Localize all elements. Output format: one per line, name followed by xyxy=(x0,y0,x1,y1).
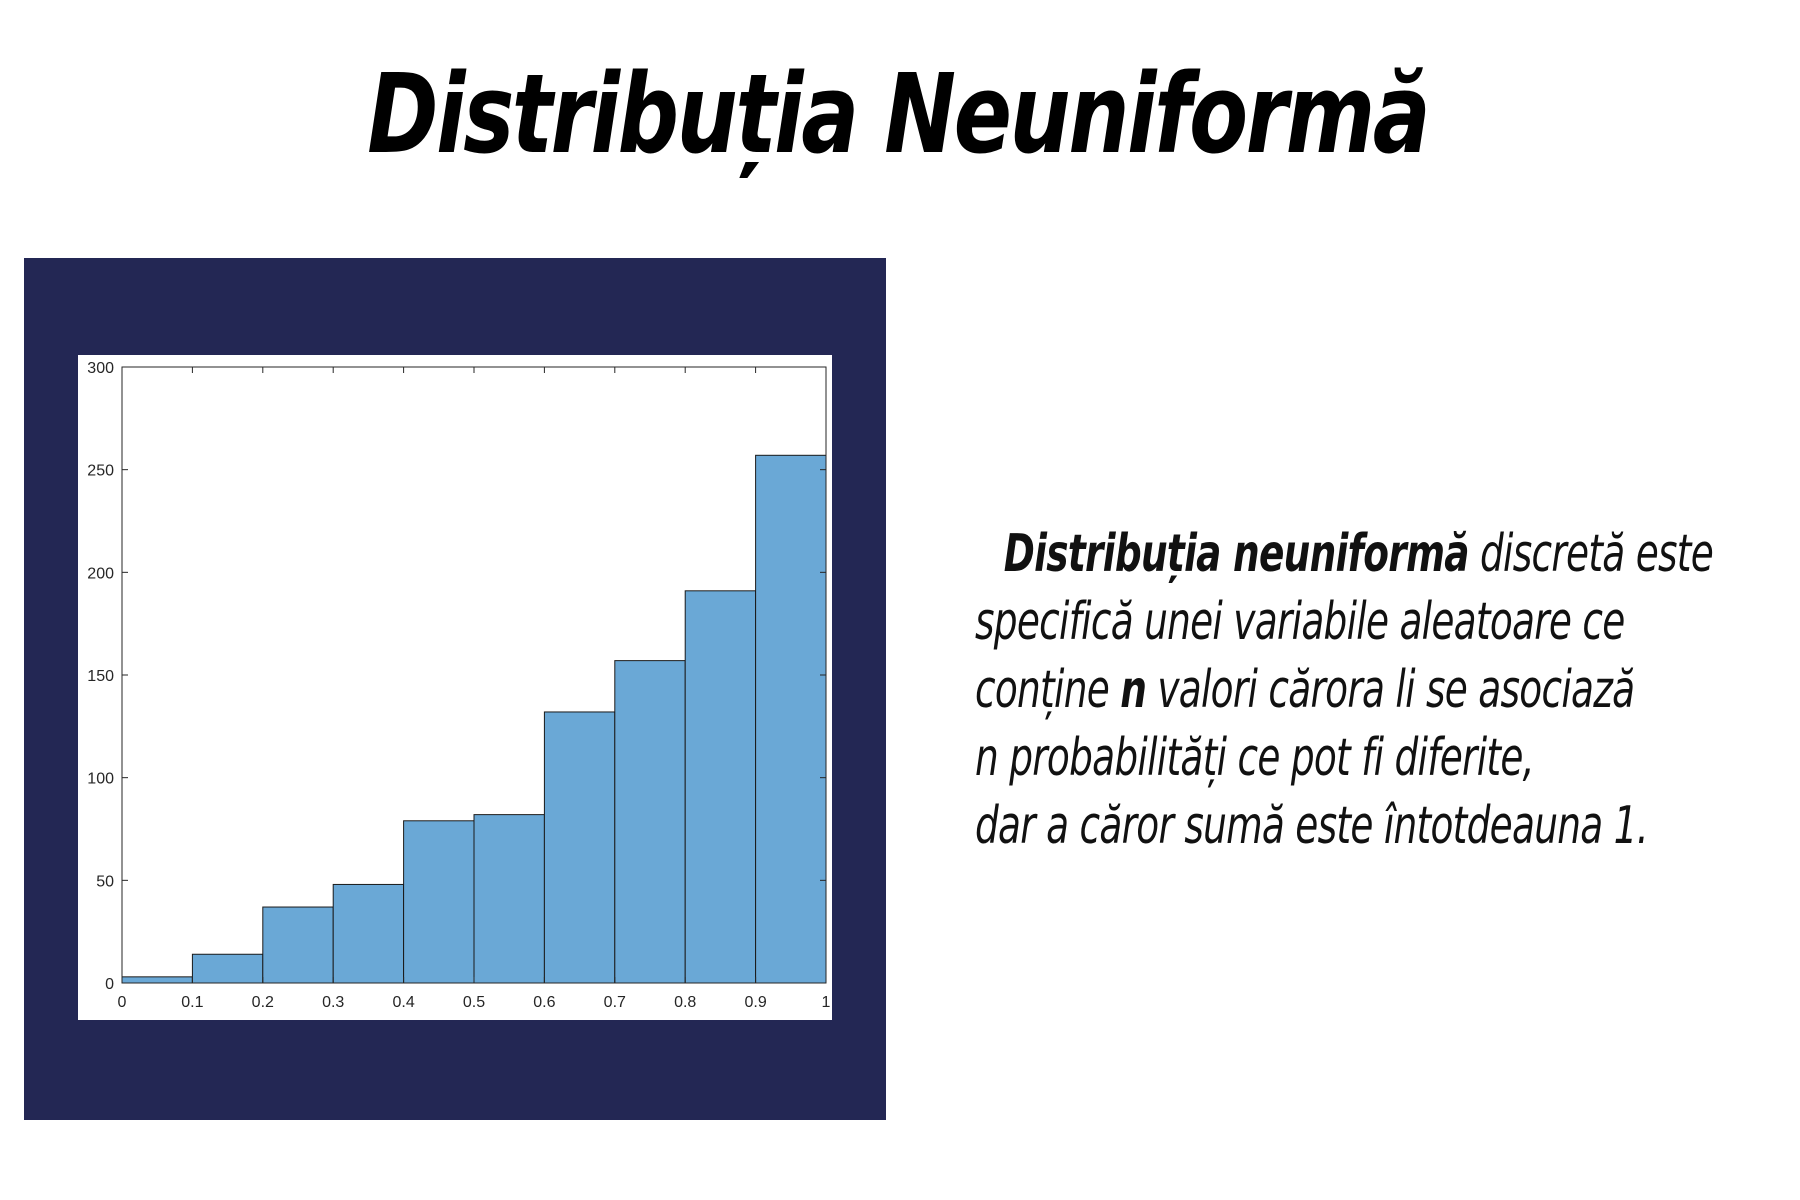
y-tick-label: 150 xyxy=(87,668,114,685)
histogram-bar xyxy=(684,590,757,984)
x-tick-label: 0.5 xyxy=(463,994,485,1011)
histogram-bar xyxy=(473,814,545,984)
x-tick-label: 0.6 xyxy=(533,994,555,1011)
histogram-bar xyxy=(121,976,193,984)
description-line-3-rest: valori cărora li se asociază xyxy=(1146,660,1635,720)
description-line-3-start: conține xyxy=(975,660,1121,720)
description-text: Distribuția neuniformă discretă este spe… xyxy=(975,520,1714,860)
histogram-bar xyxy=(614,660,686,984)
description-line-5: dar a căror sumă este întotdeauna 1. xyxy=(975,796,1649,856)
x-tick-label: 0.4 xyxy=(392,994,414,1011)
x-tick-label: 0.9 xyxy=(744,994,766,1011)
description-line-2: specifică unei variabile aleatoare ce xyxy=(975,592,1625,652)
histogram-bar xyxy=(262,906,334,984)
x-tick-label: 0 xyxy=(118,994,127,1011)
histogram-bar xyxy=(191,953,264,984)
x-tick-label: 0.3 xyxy=(322,994,344,1011)
description-line-1: Distribuția neuniformă discretă este xyxy=(975,520,1714,588)
histogram-frame: 0 0.1 0.2 0.3 0.4 0.5 0.6 0.7 0.8 0.9 1 0 50 100 150 20… xyxy=(78,355,832,1020)
x-tick-label: 0.1 xyxy=(181,994,203,1011)
description-line-1-rest: discretă este xyxy=(1468,524,1714,584)
description-lead-bold: Distribuția neuniformă xyxy=(1003,524,1470,584)
y-tick-label: 250 xyxy=(87,463,114,480)
y-tick-label: 0 xyxy=(105,976,114,993)
histogram-bar xyxy=(332,883,405,984)
histogram-bar xyxy=(755,454,827,984)
y-tick-label: 50 xyxy=(96,873,114,890)
x-tick-label: 0.8 xyxy=(674,994,696,1011)
x-tick-label: 0.7 xyxy=(604,994,626,1011)
histogram-chart: 0 0.1 0.2 0.3 0.4 0.5 0.6 0.7 0.8 0.9 1 0 50 100 150 20… xyxy=(87,360,831,1011)
x-tick-label: 1 xyxy=(822,994,831,1011)
description-line-3: conține n valori cărora li se asociază xyxy=(975,656,1635,724)
chart-panel: 0 0.1 0.2 0.3 0.4 0.5 0.6 0.7 0.8 0.9 1 0 50 100 150 20… xyxy=(24,258,886,1120)
description-line-4: n probabilități ce pot fi diferite, xyxy=(975,728,1535,788)
histogram-bar xyxy=(543,711,616,984)
x-tick-label: 0.2 xyxy=(252,994,274,1011)
histogram-bar xyxy=(403,820,475,984)
y-tick-label: 200 xyxy=(87,565,114,582)
y-tick-label: 300 xyxy=(87,360,114,377)
slide-title: Distribuția Neuniformă xyxy=(367,50,1430,178)
y-tick-label: 100 xyxy=(87,771,114,788)
description-n-bold: n xyxy=(1120,660,1147,720)
